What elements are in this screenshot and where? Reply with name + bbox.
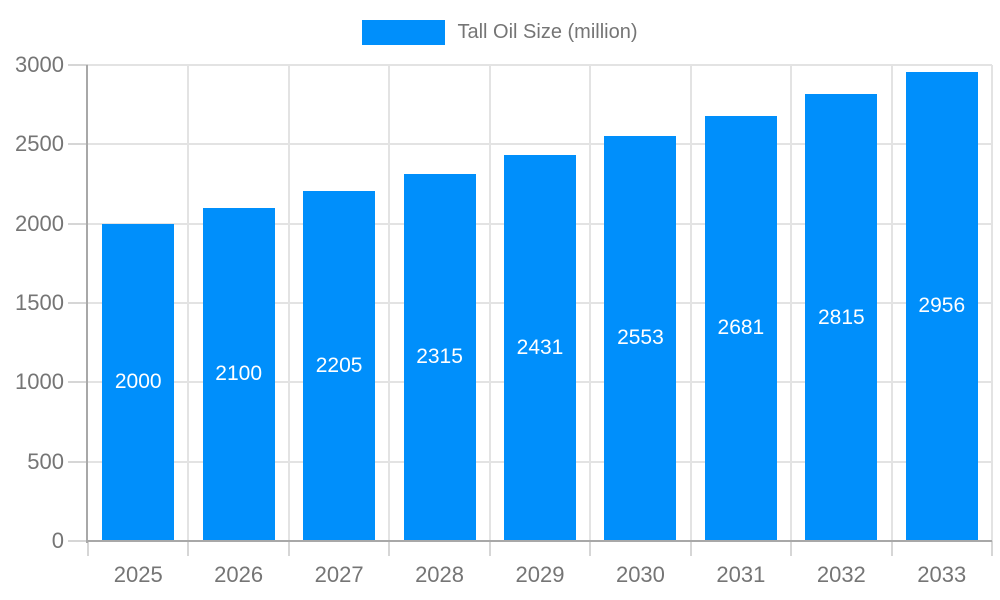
x-gridline xyxy=(287,65,290,541)
plot-area: 0 500 1000 1500 2000 2500 3000 2000 2025 2100 2026… xyxy=(15,52,993,587)
y-axis-label: 0 xyxy=(51,528,64,553)
y-axis-tick xyxy=(68,302,88,304)
y-axis-label: 500 xyxy=(27,448,64,474)
bar-value-label: 2315 xyxy=(416,345,463,369)
x-axis-label: 2026 xyxy=(214,562,264,587)
x-axis-label: 2033 xyxy=(917,562,967,587)
x-gridline xyxy=(790,65,793,541)
x-gridline xyxy=(991,65,993,541)
x-axis-label: 2031 xyxy=(716,562,766,587)
x-axis-tick xyxy=(689,541,692,556)
bar-value-label: 2681 xyxy=(717,316,765,340)
x-gridline xyxy=(890,65,893,541)
y-axis-tick xyxy=(68,143,88,146)
y-axis-label: 2500 xyxy=(15,131,64,157)
x-axis-tick xyxy=(388,541,391,556)
bar-value-label: 2000 xyxy=(114,370,162,394)
x-axis-tick xyxy=(488,541,491,556)
bar-2025[interactable]: 2000 xyxy=(102,223,175,541)
bar-2027[interactable]: 2205 xyxy=(303,191,376,541)
y-axis-label: 1000 xyxy=(15,369,64,395)
x-axis-label: 2029 xyxy=(515,562,565,587)
x-axis-label: 2030 xyxy=(615,562,665,587)
bar-value-label: 2100 xyxy=(215,362,263,386)
x-axis-tick xyxy=(187,541,190,556)
y-axis-label: 1500 xyxy=(15,290,64,315)
y-axis-line xyxy=(86,65,88,543)
x-axis-line xyxy=(88,540,992,542)
y-axis-tick xyxy=(68,222,88,225)
y-axis-tick xyxy=(68,381,88,384)
bar-value-label: 2431 xyxy=(516,336,564,360)
x-axis-label: 2027 xyxy=(314,562,364,587)
bar-2026[interactable]: 2100 xyxy=(202,207,275,541)
x-axis-tick xyxy=(87,541,89,556)
bar-2029[interactable]: 2431 xyxy=(504,155,576,541)
x-axis-tick xyxy=(790,541,793,556)
bar-2031[interactable]: 2681 xyxy=(704,115,777,541)
legend-swatch-icon xyxy=(362,19,446,45)
x-axis-label: 2025 xyxy=(113,562,163,587)
bar-value-label: 2956 xyxy=(918,294,966,318)
x-gridline xyxy=(488,65,491,541)
bar-2032[interactable]: 2815 xyxy=(805,94,878,541)
y-axis-tick xyxy=(68,540,88,542)
x-axis-tick xyxy=(589,541,592,556)
x-axis-label: 2028 xyxy=(415,562,465,587)
x-gridline xyxy=(388,65,391,541)
y-gridline xyxy=(88,143,992,146)
legend-label: Tall Oil Size (million) xyxy=(457,20,638,43)
bar-2028[interactable]: 2315 xyxy=(403,173,476,541)
y-axis-label: 3000 xyxy=(15,52,64,77)
x-axis-label: 2032 xyxy=(816,562,866,587)
y-axis-label: 2000 xyxy=(15,210,64,236)
bar-value-label: 2815 xyxy=(817,305,865,329)
x-gridline xyxy=(589,65,592,541)
chart-legend[interactable]: Tall Oil Size (million) xyxy=(0,19,1000,45)
bar-2033[interactable]: 2956 xyxy=(905,71,978,541)
x-gridline xyxy=(689,65,692,541)
bar-2030[interactable]: 2553 xyxy=(604,135,677,541)
x-axis-tick xyxy=(991,541,993,556)
x-axis-tick xyxy=(287,541,290,556)
x-gridline xyxy=(187,65,190,541)
y-gridline xyxy=(88,64,992,66)
bar-value-label: 2205 xyxy=(315,354,363,378)
bar-value-label: 2553 xyxy=(617,326,664,350)
y-axis-tick xyxy=(68,64,88,66)
x-axis-tick xyxy=(890,541,893,556)
y-axis-tick xyxy=(68,460,88,463)
